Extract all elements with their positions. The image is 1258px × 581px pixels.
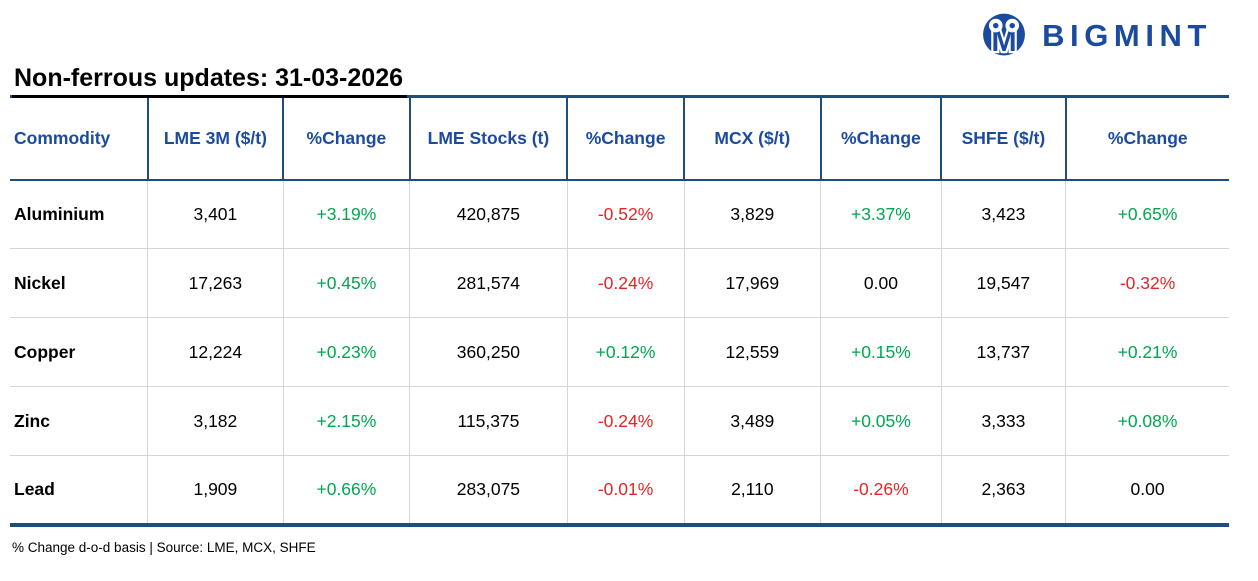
mcx-change: +3.37% <box>820 179 942 249</box>
bigmint-logo: M BIGMINT <box>978 10 1212 62</box>
page-title: Non-ferrous updates: 31-03-2026 <box>12 64 408 98</box>
lme-stocks-value: 360,250 <box>409 317 568 387</box>
shfe-change: +0.65% <box>1065 179 1229 249</box>
lme-stocks-value: 283,075 <box>409 455 568 525</box>
shfe-value: 19,547 <box>940 248 1066 318</box>
col-header-mcx: MCX ($/t) <box>683 96 821 181</box>
mcx-change: 0.00 <box>820 248 942 318</box>
commodity-name: Nickel <box>10 248 148 318</box>
svg-text:M: M <box>991 25 1016 58</box>
mcx-value: 17,969 <box>683 248 821 318</box>
col-header-lme-3m: LME 3M ($/t) <box>146 96 284 181</box>
mcx-value: 3,489 <box>683 386 821 456</box>
lme-3m-value: 1,909 <box>147 455 284 525</box>
lme-stocks-value: 115,375 <box>409 386 568 456</box>
lme-3m-change: +3.19% <box>282 179 410 249</box>
brand-bar: M BIGMINT <box>0 0 1258 62</box>
bigmint-people-m-icon: M <box>983 13 1026 60</box>
shfe-change: -0.32% <box>1065 248 1229 318</box>
brand-wordmark: BIGMINT <box>1042 18 1212 53</box>
lme-stocks-change: +0.12% <box>566 317 685 387</box>
lme-3m-value: 3,182 <box>147 386 284 456</box>
col-header-lme-stocks: LME Stocks (t) <box>408 96 568 181</box>
mcx-change: +0.05% <box>820 386 942 456</box>
shfe-change: +0.08% <box>1065 386 1229 456</box>
table-row-copper: Copper 12,224 +0.23% 360,250 +0.12% 12,5… <box>10 317 1229 387</box>
table-row-lead: Lead 1,909 +0.66% 283,075 -0.01% 2,110 -… <box>10 455 1229 525</box>
mcx-change: +0.15% <box>820 317 942 387</box>
col-header-lme-3m-change: %Change <box>282 96 410 181</box>
mcx-value: 3,829 <box>683 179 821 249</box>
shfe-value: 3,333 <box>940 386 1066 456</box>
commodity-name: Lead <box>10 455 148 525</box>
shfe-value: 2,363 <box>940 455 1066 525</box>
col-header-lme-stocks-change: %Change <box>566 96 685 181</box>
shfe-value: 3,423 <box>940 179 1066 249</box>
shfe-change: +0.21% <box>1065 317 1229 387</box>
lme-3m-change: +2.15% <box>282 386 410 456</box>
lme-stocks-change: -0.24% <box>566 386 685 456</box>
commodity-name: Aluminium <box>10 179 148 249</box>
table-row-nickel: Nickel 17,263 +0.45% 281,574 -0.24% 17,9… <box>10 248 1229 318</box>
table-row-zinc: Zinc 3,182 +2.15% 115,375 -0.24% 3,489 +… <box>10 386 1229 456</box>
commodity-name: Zinc <box>10 386 148 456</box>
non-ferrous-table: Commodity LME 3M ($/t) %Change LME Stock… <box>10 95 1229 527</box>
shfe-change: 0.00 <box>1065 455 1229 525</box>
mcx-change: -0.26% <box>820 455 942 525</box>
lme-3m-value: 3,401 <box>147 179 284 249</box>
col-header-mcx-change: %Change <box>819 96 942 181</box>
header-row: Commodity LME 3M ($/t) %Change LME Stock… <box>10 96 1229 181</box>
lme-stocks-value: 281,574 <box>409 248 568 318</box>
source-footnote: % Change d-o-d basis | Source: LME, MCX,… <box>12 539 316 555</box>
col-header-shfe: SHFE ($/t) <box>940 96 1066 181</box>
lme-stocks-change: -0.01% <box>566 455 685 525</box>
lme-3m-change: +0.66% <box>282 455 410 525</box>
col-header-commodity: Commodity <box>10 96 148 181</box>
mcx-value: 12,559 <box>683 317 821 387</box>
table-row-aluminium: Aluminium 3,401 +3.19% 420,875 -0.52% 3,… <box>10 179 1229 249</box>
mcx-value: 2,110 <box>683 455 821 525</box>
title-wrap: Non-ferrous updates: 31-03-2026 <box>12 64 1258 98</box>
col-header-shfe-change: %Change <box>1064 96 1229 181</box>
lme-3m-value: 12,224 <box>147 317 284 387</box>
lme-stocks-change: -0.52% <box>566 179 685 249</box>
lme-3m-change: +0.23% <box>282 317 410 387</box>
commodity-name: Copper <box>10 317 148 387</box>
shfe-value: 13,737 <box>940 317 1066 387</box>
lme-stocks-value: 420,875 <box>409 179 568 249</box>
lme-stocks-change: -0.24% <box>566 248 685 318</box>
lme-3m-change: +0.45% <box>282 248 410 318</box>
lme-3m-value: 17,263 <box>147 248 284 318</box>
